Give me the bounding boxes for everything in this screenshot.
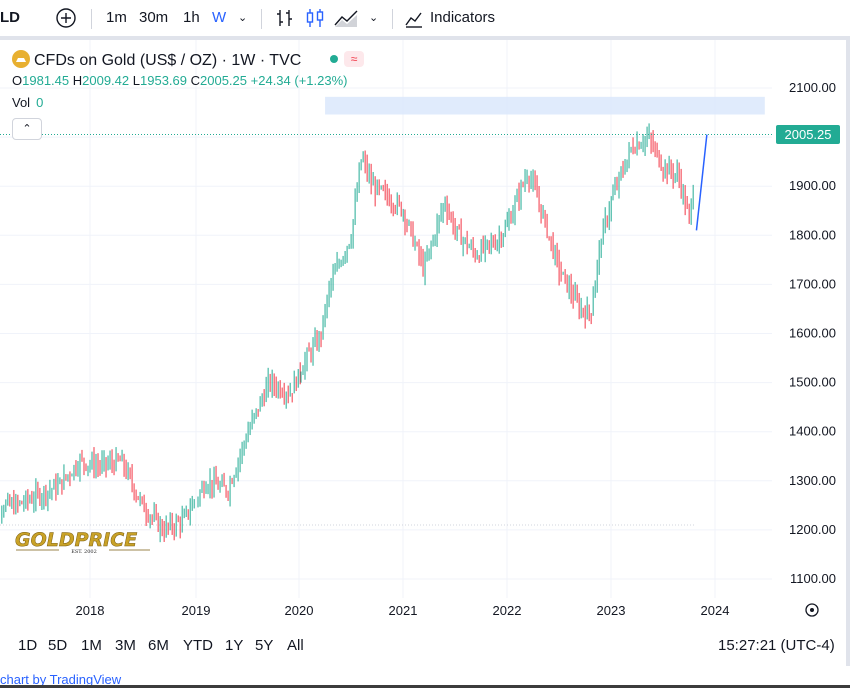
y-axis-tick-label: 1800.00 <box>789 227 836 242</box>
attribution-link[interactable]: chart by TradingView <box>0 672 122 687</box>
close-value: 2005.25 <box>200 73 248 88</box>
high-label: H <box>72 73 83 88</box>
market-open-dot[interactable] <box>326 51 342 67</box>
symbol-name[interactable]: LD <box>0 9 20 26</box>
interval-dropdown-chevron-down-icon[interactable]: ⌄ <box>238 12 248 24</box>
bars-icon <box>277 10 292 27</box>
x-axis-tick-label: 2021 <box>389 603 418 618</box>
y-axis-tick-label: 1100.00 <box>790 571 836 586</box>
goldprice-logo: GOLDPRICE EST. 2002 <box>14 526 154 561</box>
y-axis-tick-label: 1500.00 <box>789 375 836 390</box>
x-axis-tick-label: 2024 <box>701 603 730 618</box>
range-5d-button[interactable]: 5D <box>48 637 68 654</box>
range-all-button[interactable]: All <box>287 637 304 654</box>
volume-legend: Vol 0 <box>12 95 43 110</box>
symbol-title[interactable]: CFDs on Gold (US$ / OZ) · 1W · TVC <box>34 52 302 69</box>
toolbar-divider <box>261 9 262 29</box>
x-axis-tick-label: 2022 <box>493 603 522 618</box>
y-axis-tick-label: 1600.00 <box>789 326 836 341</box>
ohlc-values: O1981.45 H2009.42 L1953.69 C2005.25 +24.… <box>12 73 348 88</box>
watermark-brand: GOLDPRICE <box>15 529 137 551</box>
status-dot-icon <box>330 55 338 63</box>
goldprice-logo-icon: GOLDPRICE EST. 2002 <box>15 529 150 555</box>
toolbar-divider <box>392 9 393 29</box>
price-chart[interactable]: 2100.002000.001900.001800.001700.001600.… <box>0 40 846 625</box>
y-axis-tick-label: 1900.00 <box>789 178 836 193</box>
chart-type-chevron-down-icon[interactable]: ⌄ <box>369 12 379 24</box>
y-axis-tick-label: 1300.00 <box>789 473 836 488</box>
chart-frame-top <box>0 36 850 40</box>
volume-value: 0 <box>36 95 44 110</box>
watermark-est: EST. 2002 <box>71 549 97 555</box>
y-axis-tick-label: 1700.00 <box>789 276 836 291</box>
bottom-toolbar: 1D 5D 1M 3M 6M YTD 1Y 5Y All 15:27:21 (U… <box>0 625 846 667</box>
range-1y-button[interactable]: 1Y <box>225 637 244 654</box>
plus-circle-icon <box>56 8 76 28</box>
x-axis-tick-label: 2018 <box>76 603 105 618</box>
legend-header: CFDs on Gold (US$ / OZ) · 1W · TVC <box>12 50 301 70</box>
timezone-clock[interactable]: 15:27:21 (UTC-4) <box>718 637 835 654</box>
low-value: 1953.69 <box>140 73 187 88</box>
toolbar-divider <box>91 9 92 29</box>
open-label: O <box>12 73 23 88</box>
y-axis-tick-label: 1200.00 <box>789 522 836 537</box>
area-chart-icon <box>334 10 358 28</box>
range-1d-button[interactable]: 1D <box>18 637 38 654</box>
y-axis-tick-label: 1400.00 <box>789 424 836 439</box>
x-axis-tick-label: 2023 <box>597 603 626 618</box>
interval-w-button[interactable]: W <box>212 9 227 26</box>
range-ytd-button[interactable]: YTD <box>183 637 213 654</box>
add-symbol-button[interactable] <box>55 0 77 36</box>
bars-style-button[interactable] <box>274 0 296 36</box>
indicators-label: Indicators <box>430 9 496 26</box>
chart-frame-right <box>846 36 850 666</box>
chart-pane[interactable]: 2100.002000.001900.001800.001700.001600.… <box>0 40 846 625</box>
footer-divider <box>0 685 850 688</box>
resistance-zone <box>325 96 765 115</box>
top-toolbar: LD 1m 30m 1h W ⌄ ⌄ Indicators <box>0 0 850 36</box>
range-1m-button[interactable]: 1M <box>81 637 102 654</box>
settings-gear-icon-center <box>810 608 814 612</box>
open-value: 1981.45 <box>22 73 70 88</box>
interval-1m-button[interactable]: 1m <box>106 9 127 26</box>
gold-symbol-icon <box>12 50 30 68</box>
interval-30m-button[interactable]: 30m <box>139 9 169 26</box>
last-price-label: 2005.25 <box>776 125 840 144</box>
interval-1h-button[interactable]: 1h <box>183 9 200 26</box>
indicators-button[interactable]: Indicators <box>404 0 495 36</box>
candles-icon <box>306 9 324 28</box>
close-label: C <box>190 73 201 88</box>
volume-label: Vol <box>12 95 31 110</box>
high-value: 2009.42 <box>82 73 130 88</box>
y-axis-tick-label: 2100.00 <box>789 80 836 95</box>
collapse-legend-chevron-up-icon[interactable]: ⌃ <box>12 118 42 140</box>
x-axis-tick-label: 2020 <box>285 603 314 618</box>
candles-style-button[interactable] <box>304 0 326 36</box>
range-3m-button[interactable]: 3M <box>115 637 136 654</box>
low-label: L <box>132 73 140 88</box>
range-5y-button[interactable]: 5Y <box>255 637 274 654</box>
change-value: +24.34 (+1.23%) <box>250 73 348 88</box>
range-6m-button[interactable]: 6M <box>148 637 169 654</box>
area-style-button[interactable] <box>333 0 359 36</box>
delayed-data-icon[interactable]: ≈ <box>344 51 364 67</box>
x-axis-tick-label: 2019 <box>182 603 211 618</box>
recent-trend-line <box>695 134 708 231</box>
indicators-icon <box>405 12 422 28</box>
settings-gear-icon <box>805 603 819 617</box>
